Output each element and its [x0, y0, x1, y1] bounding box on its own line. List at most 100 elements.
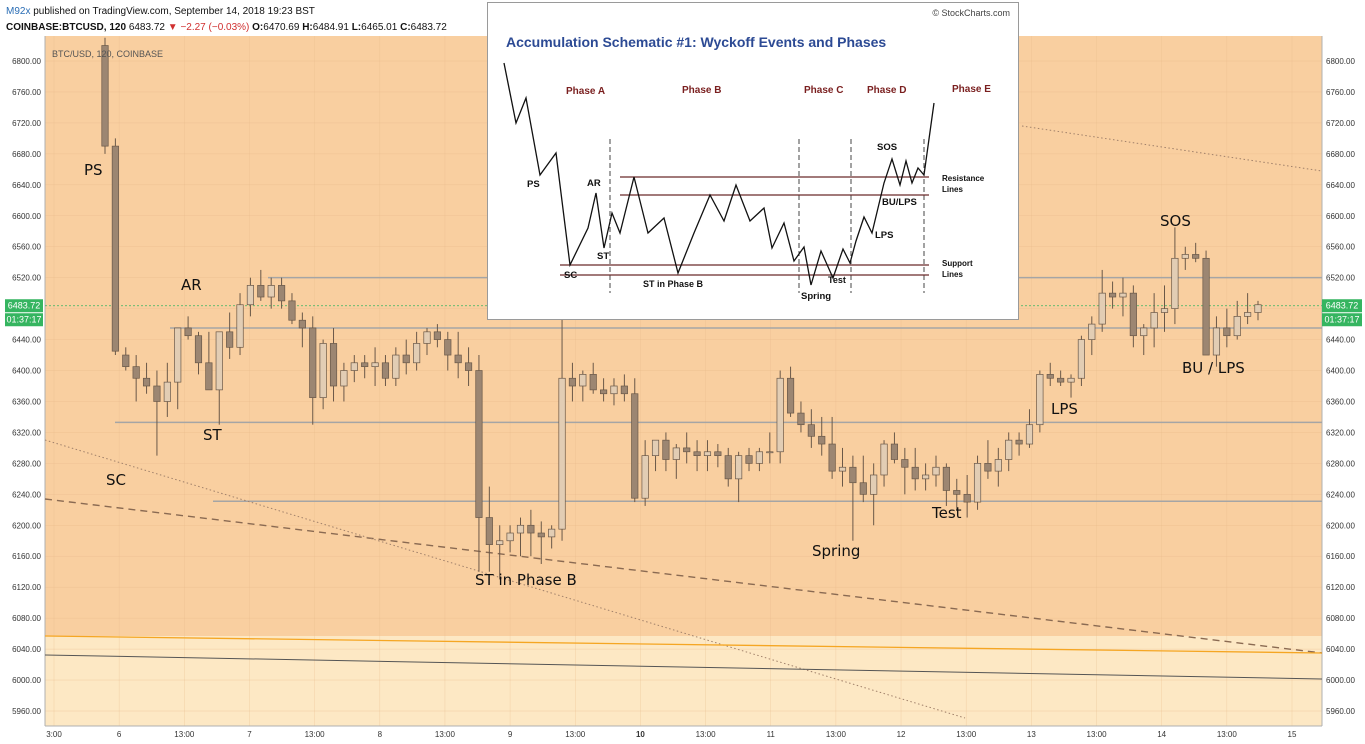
countdown-tag-label: 01:37:17 [1324, 315, 1359, 325]
y-tick-label: 6360.00 [12, 397, 41, 406]
y-tick-label: 6040.00 [1326, 645, 1355, 654]
author-link[interactable]: M92x [6, 6, 31, 17]
y-tick-label: 6280.00 [1326, 459, 1355, 468]
candle-body [298, 319, 306, 329]
y-tick-label: 6080.00 [12, 614, 41, 623]
candle-body [1150, 312, 1158, 329]
annotation-st: ST [203, 426, 223, 444]
close-value: 6483.72 [410, 22, 447, 33]
y-tick-label: 6600.00 [1326, 212, 1355, 221]
y-tick-label: 6800.00 [1326, 57, 1355, 66]
candle-body [735, 455, 743, 480]
x-axis: 3:00 6 13:00 7 13:00 8 13:00 9 13:00 10 13:00 11 13:… [46, 730, 1297, 739]
candle-body [1067, 377, 1075, 383]
candle-body [1119, 292, 1127, 298]
schematic-st-label: ST [597, 251, 610, 262]
schematic-ps-label: PS [527, 179, 540, 190]
candle-body [329, 343, 338, 387]
candle-body [589, 374, 597, 391]
schematic-spring-label: Spring [801, 291, 832, 302]
candle-body [1233, 316, 1241, 337]
open-value: 6470.69 [263, 22, 300, 33]
y-tick-label: 6760.00 [12, 88, 41, 97]
schematic-ar-label: AR [587, 178, 601, 189]
candle-body [413, 343, 421, 364]
candle-body [163, 381, 171, 402]
countdown-tag [1322, 313, 1362, 327]
x-tick-label: 9 [508, 730, 513, 739]
candle-body [288, 300, 296, 321]
candle-body [361, 362, 369, 368]
schematic-credit: © StockCharts.com [932, 8, 1010, 18]
wyckoff-annotations: PS SC AR ST ST in Phase B Spring Test LP… [84, 161, 1245, 589]
down-arrow-icon: ▼ [167, 22, 178, 33]
candle-body [122, 354, 130, 368]
range-lines [560, 176, 929, 276]
y-tick-label: 6240.00 [1326, 490, 1355, 499]
candle-body [1212, 327, 1221, 356]
candle-body [714, 451, 722, 456]
price-chart[interactable]: 5960.00 6000.00 6040.00 6080.00 6120.00 6160.… [0, 36, 1365, 744]
candle-body [423, 331, 431, 344]
candle-body [620, 385, 628, 395]
y-tick-label: 6680.00 [1326, 150, 1355, 159]
candle-body [766, 451, 774, 454]
y-tick-label: 6320.00 [12, 428, 41, 437]
candle-body [994, 459, 1002, 472]
y-tick-label: 6360.00 [1326, 397, 1355, 406]
candle-body [922, 474, 930, 480]
candle-body [278, 285, 286, 302]
candle-body [641, 455, 649, 499]
candle-body [818, 435, 826, 445]
candle-body [672, 447, 680, 460]
candle-body [579, 374, 587, 387]
candle-body [454, 354, 462, 364]
dark-support-line [44, 654, 1323, 680]
x-tick-label: 13:00 [435, 730, 456, 739]
low-value: 6465.01 [361, 22, 398, 33]
schematic-drawing [503, 62, 935, 293]
candle-body [132, 366, 140, 379]
dashed-trend-line [44, 498, 1323, 654]
high-label: H: [302, 22, 313, 33]
candle-body [1015, 439, 1023, 445]
candle-body [215, 331, 223, 391]
countdown-tag-left [5, 313, 43, 327]
candle-body [371, 362, 379, 368]
high-value: 6484.91 [312, 22, 349, 33]
candle-body [527, 524, 535, 534]
y-tick-label: 6200.00 [1326, 521, 1355, 530]
candle-body [319, 343, 327, 398]
y-tick-label: 6040.00 [12, 645, 41, 654]
candle-body [807, 424, 815, 437]
y-tick-label: 6000.00 [1326, 676, 1355, 685]
y-tick-label: 6520.00 [1326, 274, 1355, 283]
low-label: L: [351, 22, 362, 33]
candle-body [662, 439, 670, 460]
candle-body [496, 540, 504, 545]
candle-body [755, 451, 763, 464]
candle-body [1181, 254, 1189, 259]
candle-body [194, 335, 203, 364]
symbol-label: COINBASE:BTCUSD, 120 [6, 22, 127, 33]
x-tick-label: 3:00 [46, 730, 62, 739]
y-tick-label: 6240.00 [12, 490, 41, 499]
schematic-test-label: Test [828, 275, 846, 285]
candle-body [1244, 312, 1252, 317]
x-tick-label: 11 [767, 730, 776, 739]
candle-body [693, 451, 701, 456]
y-tick-label: 6160.00 [1326, 552, 1355, 561]
candle-body [205, 362, 213, 391]
annotation-bu-lps: BU / LPS [1182, 359, 1245, 377]
candle-body [392, 354, 400, 379]
y-tick-label: 6000.00 [12, 676, 41, 685]
y-tick-label: 6560.00 [1326, 243, 1355, 252]
candle-body [1192, 254, 1200, 259]
candle-body [1005, 439, 1013, 460]
phase-a-label: Phase A [566, 86, 606, 97]
y-tick-label: 6560.00 [12, 243, 41, 252]
resistance-lines-label: Resistance Lines [942, 174, 985, 194]
y-tick-label: 6160.00 [12, 552, 41, 561]
candle-body [1025, 424, 1034, 445]
candle-body [1088, 323, 1096, 340]
